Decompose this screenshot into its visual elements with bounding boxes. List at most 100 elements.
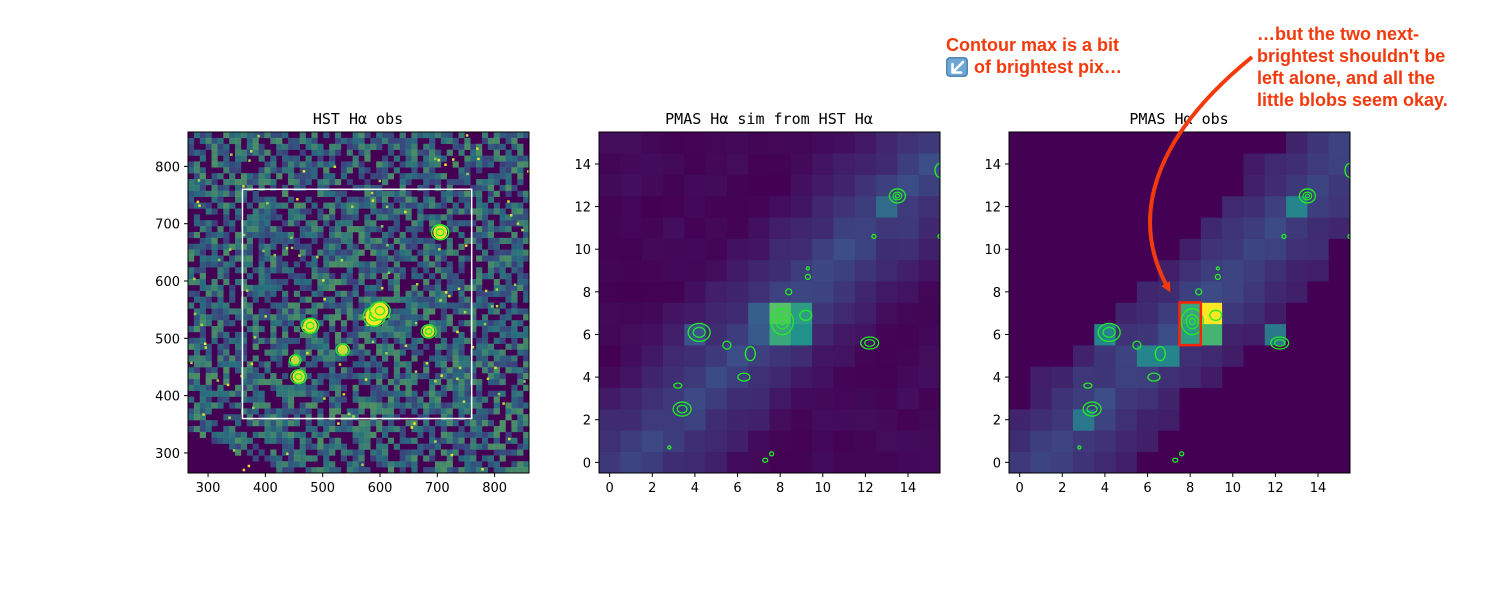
pixel-cell [1094, 451, 1116, 473]
pixel-cell [1136, 153, 1159, 175]
noise-pixel [364, 231, 371, 239]
noise-pixel [340, 173, 348, 180]
noise-pixel [458, 361, 465, 368]
noise-pixel [440, 461, 447, 468]
noise-pixel [217, 184, 224, 192]
noise-pixel [299, 455, 306, 462]
noise-pixel [258, 220, 265, 227]
pixel-cell [726, 323, 749, 346]
noise-pixel [264, 249, 271, 256]
pixel-cell [790, 345, 813, 367]
pixel-cell [1030, 323, 1052, 346]
noise-pixel [276, 137, 283, 145]
noise-pixel [487, 267, 495, 274]
noise-pixel [481, 184, 489, 192]
contour-line [894, 193, 900, 199]
noise-pixel [393, 267, 400, 274]
noise-pixel [370, 396, 377, 403]
noise-pixel [429, 290, 436, 297]
noise-pixel [382, 273, 389, 280]
noise-pixel [205, 367, 212, 374]
noise-pixel [329, 414, 336, 421]
pixel-cell [599, 323, 621, 346]
noise-pixel [523, 402, 529, 409]
noise-pixel [387, 173, 395, 180]
noise-pixel [217, 231, 224, 239]
noise-pixel [499, 255, 506, 262]
noise-pixel [429, 202, 436, 209]
noise-pixel [481, 396, 489, 403]
noise-speckle [202, 413, 205, 416]
noise-pixel [205, 320, 212, 327]
noise-pixel [287, 302, 295, 309]
noise-pixel [235, 384, 242, 391]
noise-speckle [262, 249, 265, 253]
noise-pixel [205, 143, 212, 150]
noise-pixel [511, 155, 518, 162]
noise-pixel [511, 331, 518, 339]
noise-pixel [446, 420, 453, 427]
noise-pixel [423, 184, 430, 192]
noise-pixel [470, 414, 477, 421]
pixel-cell [1200, 153, 1223, 175]
noise-pixel [317, 267, 324, 274]
noise-pixel [493, 143, 500, 150]
noise-pixel [223, 161, 230, 168]
noise-pixel [293, 461, 301, 468]
noise-pixel [282, 314, 289, 321]
noise-pixel [305, 261, 312, 268]
noise-pixel [458, 355, 465, 362]
noise-pixel [311, 431, 318, 439]
noise-pixel [511, 132, 518, 139]
noise-pixel [246, 149, 253, 156]
noise-pixel [393, 226, 400, 233]
noise-pixel [446, 226, 453, 233]
noise-pixel [270, 290, 277, 297]
noise-pixel [258, 143, 265, 150]
noise-pixel [188, 278, 195, 286]
noise-pixel [470, 155, 477, 162]
noise-pixel [487, 190, 495, 197]
noise-pixel [352, 425, 359, 433]
pixel-cell [876, 345, 898, 367]
noise-pixel [270, 255, 277, 262]
noise-speckle [387, 271, 391, 275]
noise-pixel [411, 437, 418, 444]
noise-pixel [399, 208, 406, 215]
noise-pixel [276, 461, 283, 468]
pixel-cell [641, 281, 664, 303]
noise-pixel [464, 196, 471, 203]
noise-pixel [252, 190, 259, 197]
noise-pixel [323, 467, 330, 473]
noise-pixel [334, 190, 342, 197]
pixel-cell [641, 217, 664, 239]
noise-pixel [405, 308, 412, 315]
noise-pixel [329, 449, 336, 456]
noise-pixel [476, 143, 483, 150]
noise-pixel [458, 179, 465, 186]
noise-pixel [293, 137, 301, 145]
noise-speckle [245, 289, 249, 292]
noise-pixel [340, 384, 348, 391]
noise-pixel [364, 378, 371, 386]
noise-pixel [358, 437, 365, 444]
noise-pixel [458, 243, 465, 250]
noise-pixel [411, 302, 418, 309]
noise-pixel [270, 326, 277, 333]
noise-pixel [481, 349, 489, 356]
noise-pixel [476, 425, 483, 433]
pixel-cell [812, 430, 834, 452]
noise-pixel [358, 196, 365, 203]
noise-pixel [305, 208, 312, 215]
noise-pixel [517, 267, 524, 274]
noise-pixel [282, 402, 289, 409]
noise-pixel [323, 243, 330, 250]
noise-pixel [393, 190, 400, 197]
noise-pixel [188, 273, 195, 280]
contour-line [369, 301, 391, 321]
noise-pixel [358, 443, 365, 450]
noise-speckle [340, 258, 344, 262]
noise-pixel [217, 331, 224, 339]
noise-pixel [434, 155, 442, 162]
noise-pixel [188, 243, 195, 250]
